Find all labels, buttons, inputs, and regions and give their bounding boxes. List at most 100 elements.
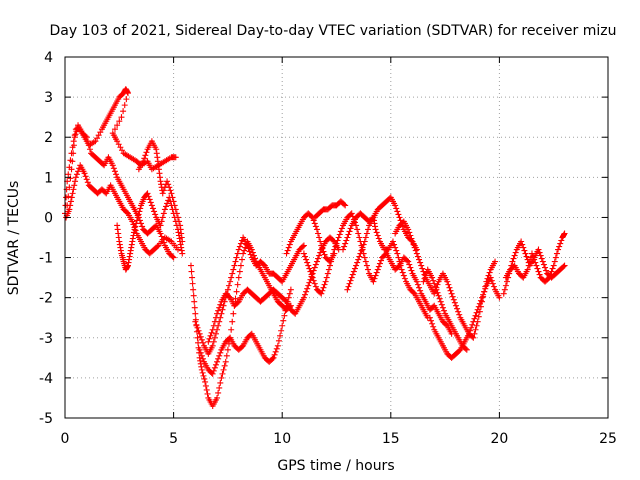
data-point — [113, 171, 120, 178]
data-point — [228, 274, 235, 281]
y-tick-labels: -5 -4 -3 -2 -1 0 1 2 3 4 — [39, 50, 53, 427]
data-point — [537, 252, 544, 259]
data-point — [432, 283, 439, 290]
data-point — [235, 246, 242, 253]
data-point — [278, 327, 285, 334]
data-point — [216, 352, 223, 359]
data-point — [363, 230, 370, 237]
data-point — [202, 382, 209, 389]
data-point — [212, 361, 219, 368]
data-point — [244, 242, 251, 249]
data-point — [272, 348, 279, 355]
data-point — [412, 247, 419, 254]
data-series — [62, 86, 568, 409]
data-point — [378, 257, 385, 264]
data-point — [404, 257, 411, 264]
data-point — [159, 214, 166, 221]
axis-ticks — [64, 56, 609, 419]
data-point — [526, 258, 533, 265]
data-point — [552, 254, 559, 261]
data-point — [346, 280, 353, 287]
data-point — [437, 298, 444, 305]
data-point — [538, 255, 545, 262]
data-point — [200, 372, 207, 379]
data-point — [234, 281, 241, 288]
data-point — [553, 250, 560, 257]
data-point — [348, 274, 355, 281]
data-point — [318, 242, 325, 249]
data-point — [320, 248, 327, 255]
data-point — [68, 166, 75, 173]
data-point — [338, 225, 345, 232]
data-point — [534, 265, 541, 272]
data-point — [427, 317, 434, 324]
data-point — [239, 343, 246, 350]
data-point — [535, 246, 542, 253]
data-point — [215, 307, 222, 314]
data-point — [391, 241, 398, 248]
data-point — [551, 258, 558, 265]
data-point — [300, 294, 307, 301]
data-point — [307, 268, 314, 275]
data-point — [353, 262, 360, 269]
data-point — [176, 218, 183, 225]
data-point — [409, 238, 416, 245]
data-track — [192, 234, 307, 357]
data-point — [311, 280, 318, 287]
data-point — [389, 238, 396, 245]
data-point — [372, 226, 379, 233]
data-point — [224, 286, 231, 293]
data-point — [343, 237, 350, 244]
data-point — [197, 349, 204, 356]
data-point — [179, 238, 186, 245]
data-point — [211, 364, 218, 371]
data-point — [119, 147, 126, 154]
data-point — [86, 146, 93, 153]
data-point — [417, 287, 424, 294]
y-tick-label: -1 — [39, 251, 53, 267]
data-point — [398, 266, 405, 273]
data-point — [218, 374, 225, 381]
data-point — [421, 275, 428, 282]
data-point — [271, 351, 278, 358]
data-point — [302, 291, 309, 298]
data-point — [151, 208, 158, 215]
data-point — [190, 292, 197, 299]
data-point — [83, 176, 90, 183]
data-point — [555, 246, 562, 253]
data-point — [245, 245, 252, 252]
data-point — [214, 358, 221, 365]
data-point — [445, 281, 452, 288]
data-point — [141, 155, 148, 162]
data-point — [542, 264, 549, 271]
data-point — [558, 237, 565, 244]
data-point — [313, 226, 320, 233]
data-point — [172, 206, 179, 213]
data-point — [420, 268, 427, 275]
data-point — [362, 258, 369, 265]
data-point — [406, 229, 413, 236]
data-point — [82, 173, 89, 180]
data-point — [431, 280, 438, 287]
data-point — [114, 138, 121, 145]
data-point — [222, 358, 229, 365]
data-point — [405, 258, 412, 265]
data-point — [549, 265, 556, 272]
data-point — [429, 320, 436, 327]
data-point — [217, 379, 224, 386]
data-point — [71, 134, 78, 141]
data-point — [539, 258, 546, 265]
data-point — [230, 310, 237, 317]
data-point — [279, 322, 286, 329]
data-point — [429, 274, 436, 281]
data-point — [341, 201, 348, 208]
data-point — [465, 330, 472, 337]
data-point — [157, 222, 164, 229]
data-point — [166, 184, 173, 191]
data-point — [164, 200, 171, 207]
data-point — [306, 265, 313, 272]
data-point — [376, 260, 383, 267]
data-point — [232, 295, 239, 302]
data-point — [473, 322, 480, 329]
data-point — [196, 330, 203, 337]
